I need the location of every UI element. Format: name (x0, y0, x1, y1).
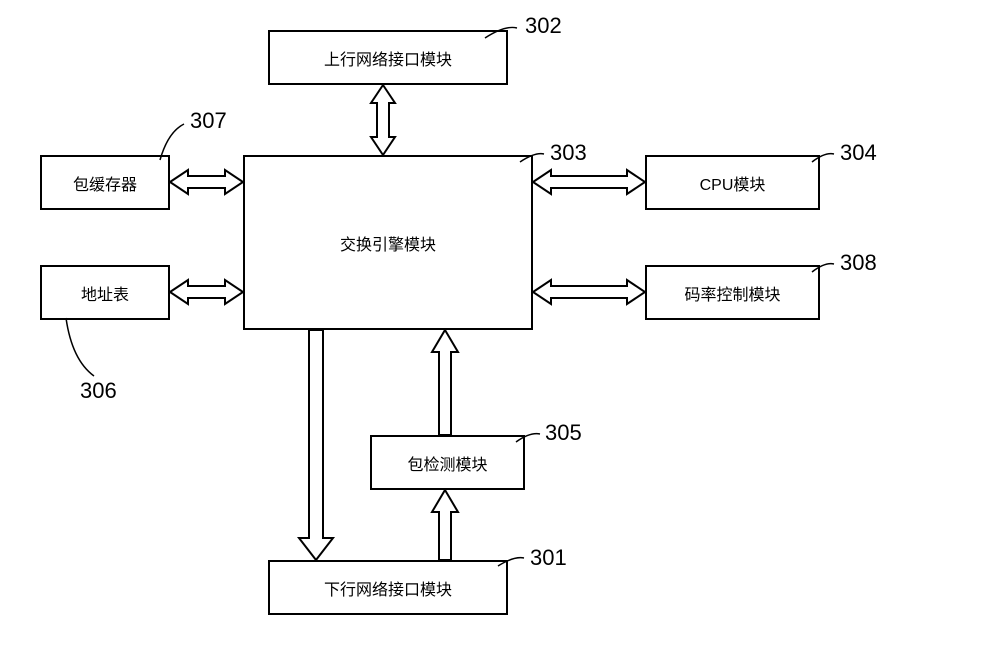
arrow-304-303 (533, 170, 645, 194)
arrow-306-303 (170, 280, 243, 304)
arrow-308-303 (533, 280, 645, 304)
diagram-canvas: 上行网络接口模块 交换引擎模块 包缓存器 地址表 CPU模块 码率控制模块 包检… (0, 0, 1000, 647)
arrow-302-303 (371, 85, 395, 155)
arrow-305-303 (432, 330, 458, 435)
arrows-svg (0, 0, 1000, 647)
arrow-301-305 (432, 490, 458, 560)
arrow-303-301 (299, 330, 333, 560)
arrow-307-303 (170, 170, 243, 194)
